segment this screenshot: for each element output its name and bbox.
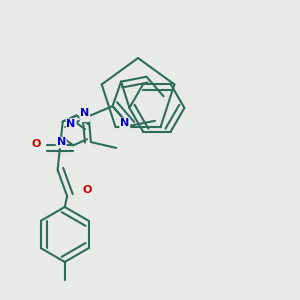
Text: O: O bbox=[83, 185, 92, 195]
Text: N: N bbox=[80, 108, 89, 118]
Text: O: O bbox=[32, 139, 41, 149]
Text: N: N bbox=[67, 119, 76, 129]
Text: N: N bbox=[120, 118, 129, 128]
Text: N: N bbox=[57, 137, 66, 148]
Text: S: S bbox=[81, 111, 89, 121]
